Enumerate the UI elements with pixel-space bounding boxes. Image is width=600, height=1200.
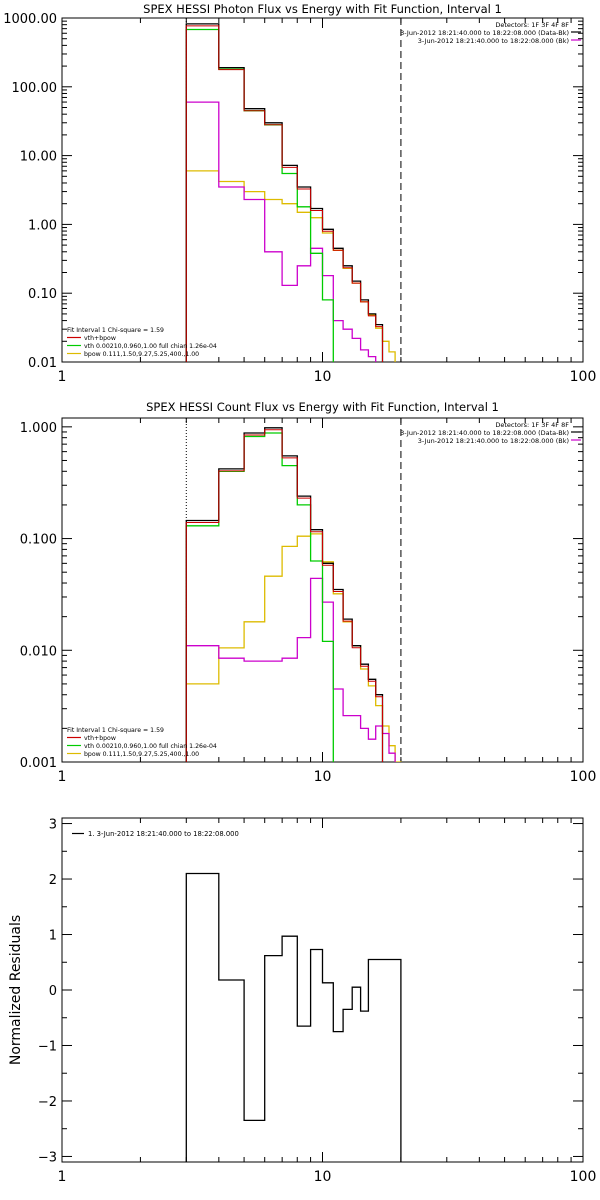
info-line: 3-Jun-2012 18:21:40.000 to 18:22:08.000 … (400, 29, 569, 37)
y-tick-label: 1.000 (20, 421, 57, 436)
y-tick-label: 3 (49, 818, 57, 833)
plot-frame (61, 17, 584, 363)
info-line: 3-Jun-2012 18:21:40.000 to 18:22:08.000 … (418, 437, 569, 445)
y-tick-label: −3 (38, 1150, 57, 1165)
legend-label: Fit Interval 1 Chi-square = 1.59 (67, 727, 164, 734)
series-fit (185, 429, 383, 762)
legend-label: Fit Interval 1 Chi-square = 1.59 (67, 327, 164, 334)
y-tick-label: 0 (49, 984, 57, 999)
plot-area (185, 427, 402, 762)
series-bak (185, 101, 377, 362)
x-tick-label: 10 (314, 369, 332, 385)
x-tick-label: 100 (570, 769, 597, 785)
x-tick-label: 1 (58, 1169, 67, 1185)
detector-info: Detectors: 1F 3F 4F 8F3-Jun-2012 18:21:4… (400, 421, 581, 445)
series-total (185, 427, 384, 762)
chart-panel-1: SPEX HESSI Photon Flux vs Energy with Fi… (3, 2, 596, 385)
plot-area (185, 872, 402, 1162)
legend-label: 1. 3-Jun-2012 18:21:40.000 to 18:22:08.0… (88, 830, 239, 838)
legend-label: vth 0.00210,0.960,1.00 full chian 1.26e-… (84, 343, 217, 350)
legend-label: bpow 0.111,1.50,9.27,5.25,400.,1.00 (84, 751, 199, 758)
y-tick-label: 10.00 (20, 150, 57, 165)
detector-info: Detectors: 1F 3F 4F 8F3-Jun-2012 18:21:4… (400, 21, 581, 45)
chart-title: SPEX HESSI Photon Flux vs Energy with Fi… (143, 2, 502, 16)
y-tick-label: 0.010 (20, 644, 57, 659)
legend-label: vth+bpow (84, 735, 116, 742)
fit-legend: Fit Interval 1 Chi-square = 1.59vth+bpow… (67, 727, 217, 758)
chart-panel-3: 1 10 100 −3 −2 −1 0 1 2 3 Normalized Residuals 1. 3… (8, 817, 597, 1185)
y-tick-label: 1000.00 (3, 12, 57, 27)
y-tick-label: 0.100 (20, 533, 57, 548)
y-tick-label: −1 (38, 1039, 57, 1054)
series-fit (185, 25, 383, 362)
series-total (185, 872, 402, 1162)
y-tick-label: 0.10 (28, 287, 57, 302)
fit-legend: 1. 3-Jun-2012 18:21:40.000 to 18:22:08.0… (72, 830, 239, 838)
info-line: 3-Jun-2012 18:21:40.000 to 18:22:08.000 … (400, 429, 569, 437)
x-tick-label: 100 (570, 369, 597, 385)
chart-panel-2: SPEX HESSI Count Flux vs Energy with Fit… (20, 400, 597, 785)
x-tick-label: 100 (570, 1169, 597, 1185)
x-tick-label: 1 (58, 769, 67, 785)
info-line: Detectors: 1F 3F 4F 8F (495, 21, 569, 29)
legend-label: bpow 0.111,1.50,9.27,5.25,400.,1.00 (84, 351, 199, 358)
legend-label: vth+bpow (84, 335, 116, 342)
y-axis-label: Normalized Residuals (8, 915, 24, 1065)
y-tick-label: 100.00 (12, 81, 58, 96)
series-bak (185, 577, 396, 762)
info-line: Detectors: 1F 3F 4F 8F (495, 421, 569, 429)
chart-title: SPEX HESSI Count Flux vs Energy with Fit… (146, 400, 499, 414)
y-tick-label: −2 (38, 1095, 57, 1110)
y-tick-label: 1.00 (28, 218, 57, 233)
series-bpow (185, 533, 402, 762)
y-tick-label: 1 (49, 929, 57, 944)
x-tick-label: 10 (314, 1169, 332, 1185)
info-line: 3-Jun-2012 18:21:40.000 to 18:22:08.000 … (418, 37, 569, 45)
legend-label: vth 0.00210,0.960,1.00 full chian 1.26e-… (84, 743, 217, 750)
plot-area (185, 23, 396, 362)
y-tick-label: 0.01 (28, 356, 57, 371)
x-tick-label: 10 (314, 769, 332, 785)
x-tick-label: 1 (58, 369, 67, 385)
y-tick-label: 2 (49, 873, 57, 888)
plot-frame (61, 817, 584, 1163)
fit-legend: Fit Interval 1 Chi-square = 1.59vth+bpow… (67, 327, 217, 358)
series-bpow (185, 170, 396, 362)
y-tick-label: 0.001 (20, 756, 57, 771)
